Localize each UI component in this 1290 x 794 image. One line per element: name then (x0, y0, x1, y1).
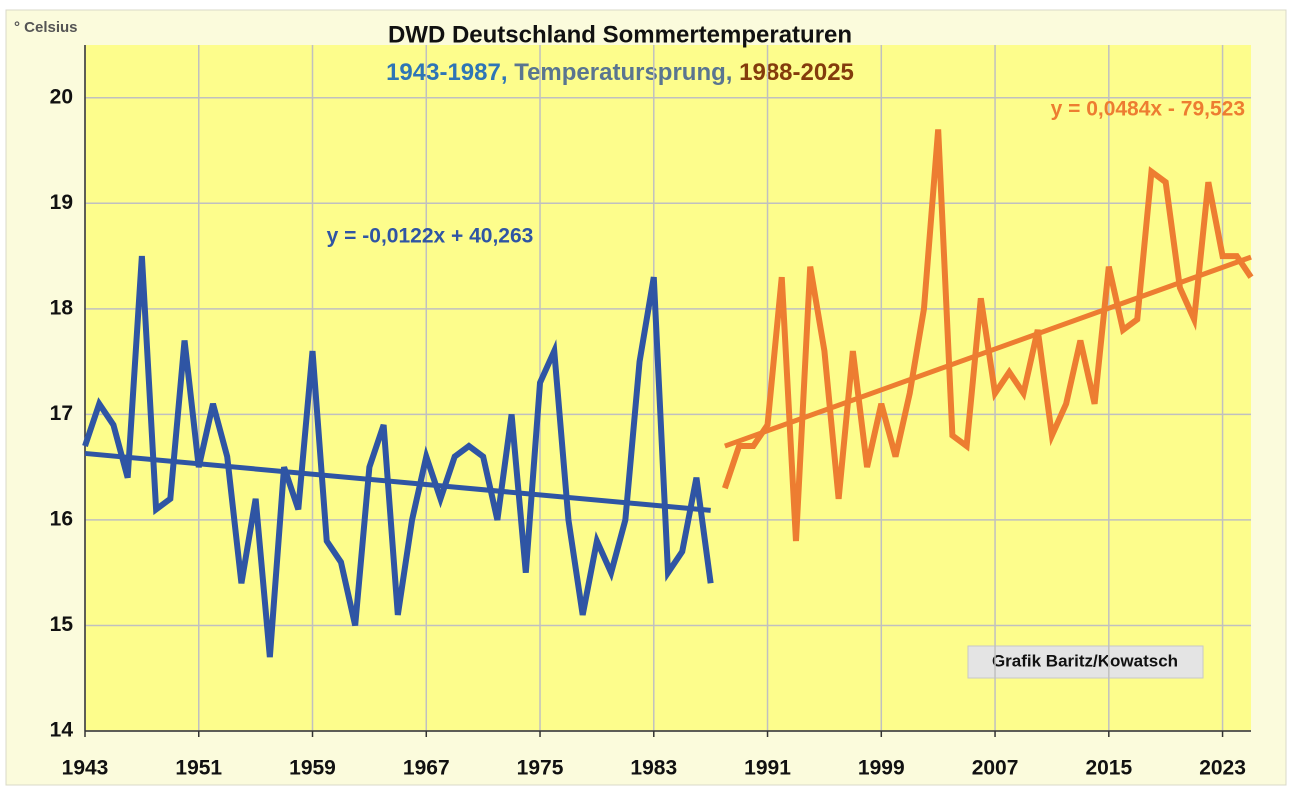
subtitle-part: 1988-2025 (732, 59, 853, 86)
data-line (82, 255, 714, 658)
y-tick-label: 15 (50, 613, 74, 636)
x-tick-label: 1999 (858, 757, 905, 780)
trend-equation: y = 0,0484x - 79,523 (1051, 98, 1245, 121)
x-tick-label: 1975 (517, 757, 564, 780)
x-tick-label: 2007 (972, 757, 1019, 780)
chart-title: DWD Deutschland Sommertemperaturen (388, 21, 852, 48)
chart-subtitle: 1943-1987, Temperatursprung, 1988-2025 (386, 59, 854, 86)
x-tick-label: 1951 (175, 757, 222, 780)
x-tick-label: 1943 (62, 757, 109, 780)
y-axis-label: ° Celsius (14, 19, 78, 36)
credit-box (967, 645, 1204, 679)
x-tick-label: 1991 (744, 757, 791, 780)
x-tick-label: 1983 (630, 757, 677, 780)
x-tick-label: 1959 (289, 757, 336, 780)
y-tick-label: 14 (50, 719, 74, 742)
y-tick-label: 19 (50, 191, 73, 214)
data-line (722, 129, 1254, 542)
credit: Grafik Baritz/Kowatsch (992, 651, 1178, 670)
subtitle-part: Temperatursprung, (508, 59, 733, 86)
x-tick-label: 2015 (1085, 757, 1132, 780)
trend-line (724, 254, 1252, 449)
trend-line (84, 450, 711, 513)
x-tick-label: 1967 (403, 757, 450, 780)
y-tick-label: 16 (50, 507, 73, 530)
y-tick-label: 20 (50, 85, 73, 108)
trend-equation: y = -0,0122x + 40,263 (327, 225, 534, 248)
plot-area (85, 45, 1251, 731)
x-tick-label: 2023 (1199, 757, 1246, 780)
y-tick-label: 18 (50, 296, 74, 319)
y-tick-label: 17 (50, 402, 73, 425)
subtitle-part: 1943-1987, (386, 59, 507, 86)
